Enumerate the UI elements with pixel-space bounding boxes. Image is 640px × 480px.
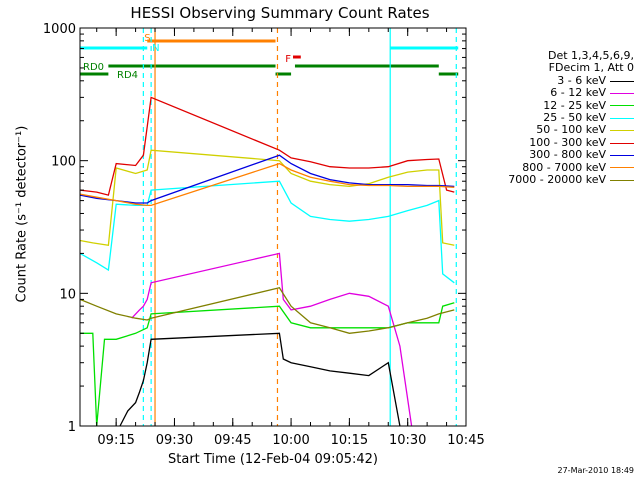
flag-bars bbox=[80, 39, 459, 76]
legend-swatch bbox=[610, 117, 634, 119]
x-axis-label: Start Time (12-Feb-04 09:05:42) bbox=[168, 452, 378, 467]
rd0-label: RD0 bbox=[83, 62, 104, 73]
x-tick-label: 10:15 bbox=[331, 433, 368, 448]
series-line bbox=[79, 96, 455, 196]
night-label: N bbox=[152, 43, 159, 54]
series-lines bbox=[79, 96, 455, 427]
legend-swatch bbox=[610, 80, 634, 82]
legend-entry-label: 100 - 300 keV bbox=[529, 135, 606, 149]
legend-swatch bbox=[610, 167, 634, 169]
flag-annotations: SN F RD0 RD4 bbox=[83, 33, 291, 81]
legend-swatch bbox=[610, 154, 634, 156]
plot-frame bbox=[79, 27, 467, 427]
y-axis-label: Count Rate (s⁻¹ detector⁻¹) bbox=[14, 125, 30, 303]
x-tick-label: 09:45 bbox=[214, 433, 251, 448]
flare-label: F bbox=[285, 54, 291, 65]
chart-title: HESSI Observing Summary Count Rates bbox=[130, 4, 430, 22]
legend-swatch bbox=[610, 142, 634, 144]
x-tick-label: 09:30 bbox=[156, 433, 193, 448]
legend-entry: 25 - 50 keV bbox=[478, 111, 634, 125]
series-line bbox=[79, 180, 455, 284]
y-tick-label: 10 bbox=[59, 287, 76, 302]
y-tick-label: 1 bbox=[68, 420, 76, 435]
timestamp: 27-Mar-2010 18:49 bbox=[557, 466, 635, 475]
y-tick-label: 1000 bbox=[43, 22, 76, 37]
flag-vertical-lines bbox=[142, 28, 457, 426]
legend-entry-label: 300 - 800 keV bbox=[529, 148, 606, 162]
legend-swatch bbox=[610, 105, 634, 107]
legend-entry-label: 50 - 100 keV bbox=[536, 123, 606, 137]
x-tick-label: 10:30 bbox=[389, 433, 426, 448]
legend: Det 1,3,4,5,6,9, FDecim 1, Att 0 3 - 6 k… bbox=[478, 49, 634, 187]
series-line bbox=[79, 162, 455, 207]
legend-entry-label: 800 - 7000 keV bbox=[522, 160, 606, 174]
legend-swatch bbox=[610, 92, 634, 94]
y-tick-label: 100 bbox=[51, 155, 76, 170]
series-line bbox=[119, 332, 401, 427]
series-line bbox=[79, 154, 455, 204]
legend-entry: 100 - 300 keV bbox=[478, 135, 634, 149]
legend-entry: 50 - 100 keV bbox=[478, 124, 634, 136]
legend-entry-label: 6 - 12 keV bbox=[550, 86, 606, 100]
series-line bbox=[80, 302, 455, 427]
series-line bbox=[79, 287, 455, 334]
legend-entry-label: 25 - 50 keV bbox=[543, 111, 606, 125]
legend-entry: 300 - 800 keV bbox=[478, 148, 634, 162]
legend-header-line1: Det 1,3,4,5,6,9, bbox=[547, 49, 634, 62]
rd4-label: RD4 bbox=[117, 70, 138, 81]
legend-entry-label: 12 - 25 keV bbox=[543, 98, 606, 112]
x-tick-label: 10:45 bbox=[447, 433, 484, 448]
legend-entry-label: 3 - 6 keV bbox=[557, 73, 606, 87]
legend-header-line2: FDecim 1, Att 0 bbox=[548, 61, 634, 75]
series-line bbox=[131, 252, 413, 427]
legend-entry: 3 - 6 keV bbox=[478, 73, 634, 87]
axis-ticks: 1 10 100 1000 09:15 09:30 09:45 10:00 10:15 10:30… bbox=[43, 22, 485, 448]
legend-entry: 800 - 7000 keV bbox=[478, 160, 634, 174]
legend-entry: 6 - 12 keV bbox=[478, 86, 634, 100]
legend-entry-label: 7000 - 20000 keV bbox=[508, 173, 606, 187]
legend-entry: 7000 - 20000 keV bbox=[478, 173, 634, 187]
saa-label: S bbox=[144, 33, 150, 44]
x-tick-label: 09:15 bbox=[97, 433, 134, 448]
legend-swatch bbox=[610, 130, 634, 132]
x-tick-label: 10:00 bbox=[272, 433, 309, 448]
legend-swatch bbox=[610, 179, 634, 181]
series-line bbox=[79, 149, 455, 247]
legend-entry: 12 - 25 keV bbox=[478, 98, 634, 112]
